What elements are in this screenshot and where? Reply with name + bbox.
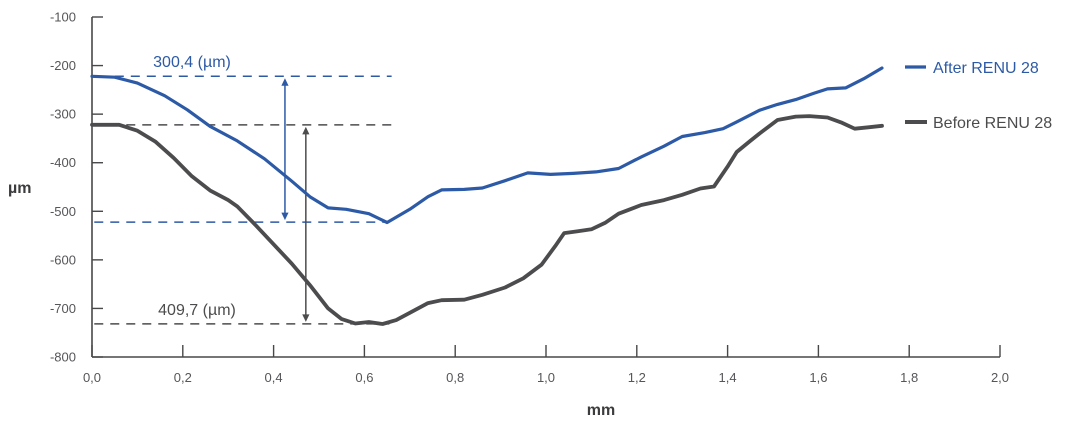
before-depth-arrow-head-down (302, 314, 310, 322)
x-tick-label: 0,0 (83, 370, 101, 385)
x-tick-label: 1,0 (537, 370, 555, 385)
x-tick-label: 0,2 (174, 370, 192, 385)
y-tick-label: -400 (50, 155, 76, 170)
legend-before-label: Before RENU 28 (933, 115, 1052, 132)
x-tick-label: 0,8 (446, 370, 464, 385)
x-axis-title: mm (587, 402, 615, 419)
x-tick-label: 0,6 (355, 370, 373, 385)
y-tick-label: -100 (50, 10, 76, 25)
y-axis-title: µm (8, 180, 31, 197)
legend-after-label: After RENU 28 (933, 60, 1039, 77)
chart-plot-area: -100 -200 -300 -400 -500 -600 -700 -800 0,0 0,2 0,… (50, 10, 1009, 386)
y-tick-label: -500 (50, 204, 76, 219)
line-before-renu-28 (90, 114, 884, 326)
after-depth-arrow-head-down (281, 212, 289, 221)
x-tick-label: 1,6 (809, 370, 827, 385)
legend: After RENU 28 Before RENU 28 (905, 60, 1052, 132)
line-after-renu-28 (90, 66, 884, 225)
y-tick-label: -800 (50, 350, 76, 365)
x-tick-label: 2,0 (991, 370, 1009, 385)
y-tick-label: -600 (50, 252, 76, 267)
before-depth-arrow-head-up (302, 126, 310, 135)
after-depth-arrow-head-up (281, 78, 289, 86)
y-tick-label: -700 (50, 301, 76, 316)
y-tick-label: -300 (50, 107, 76, 122)
before-depth-annotation: 409,7 (µm) (158, 302, 236, 319)
after-depth-annotation: 300,4 (µm) (153, 54, 231, 71)
x-tick-label: 1,4 (719, 370, 737, 385)
y-tick-label: -200 (50, 58, 76, 73)
x-tick-label: 0,4 (265, 370, 283, 385)
x-tick-label: 1,8 (900, 370, 918, 385)
x-tick-label: 1,2 (628, 370, 646, 385)
